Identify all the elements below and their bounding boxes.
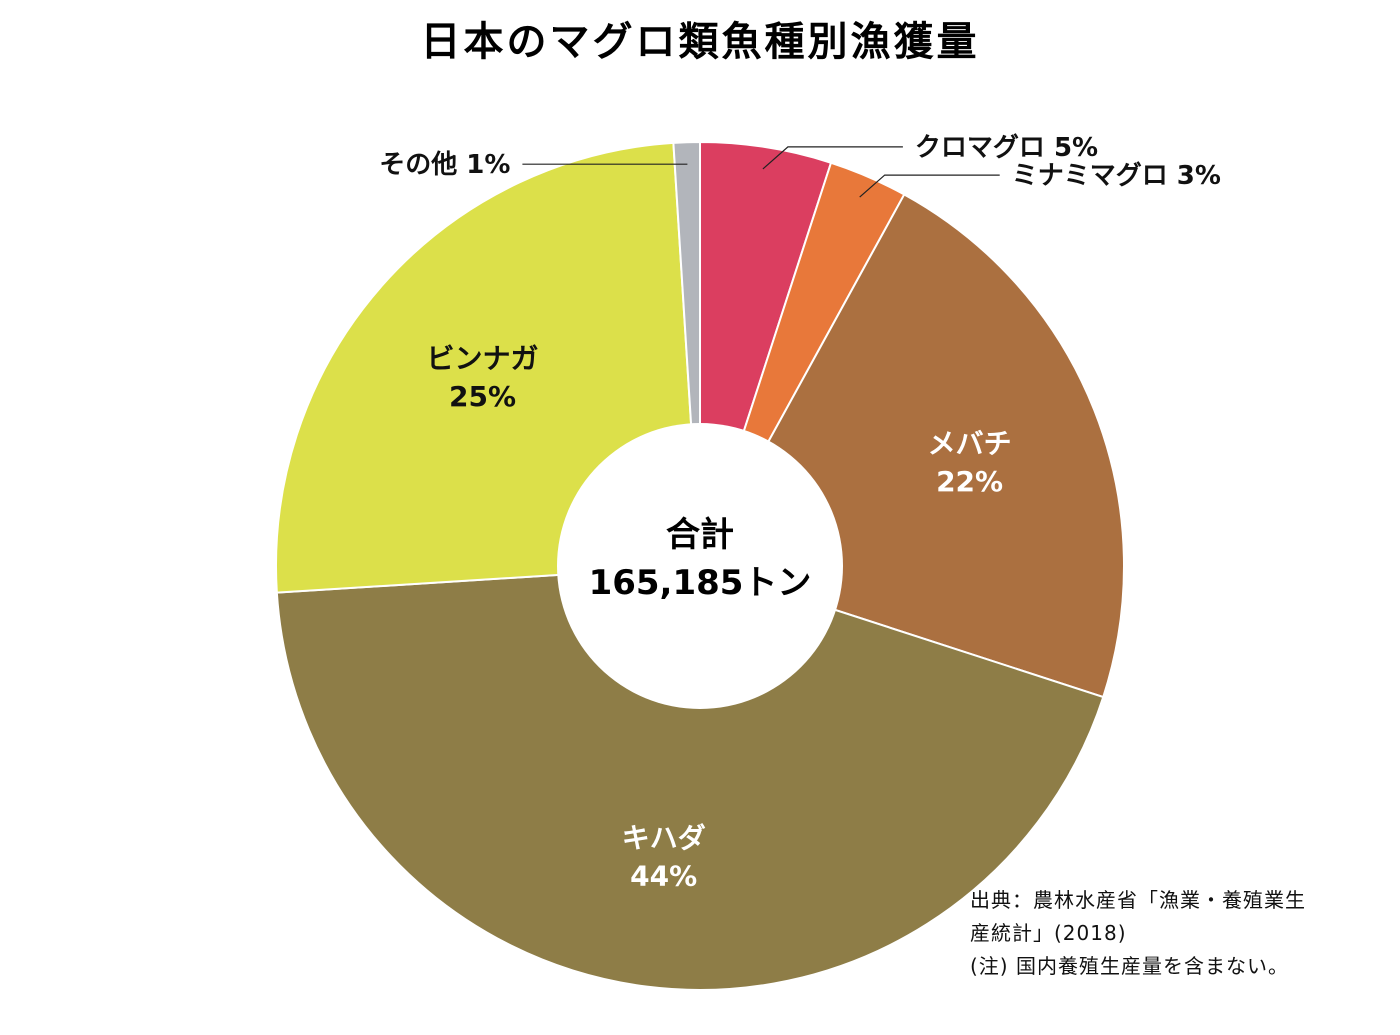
slice-3-value-label: 44%	[630, 860, 697, 893]
center-label-total: 165,185トン	[589, 563, 812, 603]
slice-3-name-label: キハダ	[622, 822, 706, 855]
source-note-line: 産統計」(2018)	[970, 921, 1127, 945]
slice-1-callout-label: ミナミマグロ 3%	[1012, 161, 1221, 191]
donut-hole	[557, 423, 843, 709]
slice-4-value-label: 25%	[449, 380, 516, 413]
slice-1-leader-line	[859, 174, 1000, 198]
pie-slice-labels: メバチ 22% キハダ 44% ビンナガ 25%	[426, 342, 1011, 893]
chart-title: 日本のマグロ類魚種別漁獲量	[421, 19, 980, 65]
slice-3	[275, 564, 1105, 991]
slice-0-leader-line	[762, 146, 903, 170]
slice-2-value-label: 22%	[936, 465, 1003, 498]
slice-0-callout-label: クロマグロ 5%	[915, 133, 1098, 163]
slice-4-name-label: ビンナガ	[426, 342, 538, 375]
pie-callouts: クロマグロ 5%ミナミマグロ 3% その他 1%	[379, 133, 1221, 198]
source-note: 出典：農林水産省「漁業・養殖業生 産統計」(2018) (注) 国内養殖生産量を…	[970, 884, 1380, 983]
slice-2-name-label: メバチ	[928, 427, 1012, 460]
source-note-line: (注) 国内養殖生産量を含まない。	[970, 954, 1289, 978]
source-note-line: 出典：農林水産省「漁業・養殖業生	[970, 888, 1306, 912]
center-label-title: 合計	[666, 515, 734, 555]
slice-5-callout-label: その他 1%	[379, 150, 510, 180]
